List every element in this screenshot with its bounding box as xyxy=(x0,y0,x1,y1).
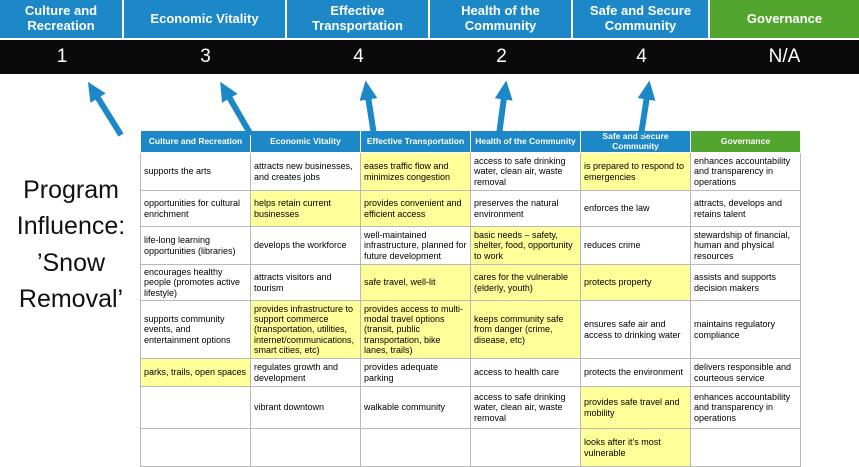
program-title-line: Influence: xyxy=(16,212,126,241)
matrix-cell: stewardship of financial, human and phys… xyxy=(690,226,801,265)
matrix-cell: access to health care xyxy=(470,358,581,388)
matrix-cell: attracts visitors and tourism xyxy=(250,263,361,302)
banner-score-culture-and-recreation: 1 xyxy=(56,46,68,67)
program-title-line: Program xyxy=(23,176,119,204)
program-title-line: ’Snow xyxy=(36,248,106,277)
arrow-icon-safe-and-secure-community xyxy=(637,80,656,136)
matrix-row-1: supports the arts attracts new businesses… xyxy=(140,152,801,191)
matrix-cell: delivers responsible and courteous servi… xyxy=(690,358,801,388)
matrix-cell xyxy=(250,428,361,467)
matrix-cell: attracts new businesses, and creates job… xyxy=(250,152,361,191)
matrix-cell: provides infrastructure to support comme… xyxy=(250,300,361,360)
matrix-cell: well-maintained infrastructure, planned … xyxy=(360,226,471,265)
influence-arrows xyxy=(87,80,656,137)
banner-score-economic-vitality: 3 xyxy=(200,46,211,67)
banner-header-row: Culture and Recreation Economic Vitality E… xyxy=(0,0,859,38)
banner-score-health-of-the-community: 2 xyxy=(496,46,507,67)
matrix-cell: vibrant downtown xyxy=(250,386,361,430)
banner-header-culture-and-recreation: Culture and Recreation xyxy=(0,0,124,38)
matrix-cell: cares for the vulnerable (elderly, youth… xyxy=(470,263,581,302)
matrix-cell: provides adequate parking xyxy=(360,358,471,388)
matrix-cell: life-long learning opportunities (librar… xyxy=(140,226,251,265)
matrix-cell: safe travel, well-lit xyxy=(360,263,471,302)
matrix-cell: looks after it's most vulnerable xyxy=(580,428,691,467)
matrix-cell: basic needs – safety, shelter, food, opp… xyxy=(470,226,581,265)
matrix-header-safe-and-secure-community: Safe and Secure Community xyxy=(580,130,691,153)
banner-header-effective-transportation: Effective Transportation xyxy=(287,0,430,38)
matrix-row-4: encourages healthy people (promotes acti… xyxy=(140,263,801,302)
matrix-cell: preserves the natural environment xyxy=(470,190,581,227)
banner-header-health-of-the-community: Health of the Community xyxy=(430,0,573,38)
matrix-row-8: looks after it's most vulnerable xyxy=(140,428,801,467)
matrix-cell xyxy=(140,386,251,430)
matrix-cell: regulates growth and development xyxy=(250,358,361,388)
banner-header-safe-and-secure-community: Safe and Secure Community xyxy=(573,0,710,38)
matrix-cell xyxy=(690,428,801,467)
matrix-cell: ensures safe air and access to drinking … xyxy=(580,300,691,360)
matrix-cell: encourages healthy people (promotes acti… xyxy=(140,263,251,302)
matrix-cell xyxy=(360,428,471,467)
matrix-cell: enforces the law xyxy=(580,190,691,227)
matrix-row-7: vibrant downtown walkable community access… xyxy=(140,386,801,430)
matrix-row-3: life-long learning opportunities (librar… xyxy=(140,226,801,265)
matrix-header-culture-and-recreation: Culture and Recreation xyxy=(140,130,251,153)
matrix-cell: attracts, develops and retains talent xyxy=(690,190,801,227)
influence-matrix: Culture and Recreation Economic Vitality E… xyxy=(140,130,801,467)
matrix-cell: supports the arts xyxy=(140,152,251,191)
banner-score-row: 1 3 4 2 4 N/A xyxy=(0,40,859,74)
matrix-cell: helps retain current businesses xyxy=(250,190,361,227)
matrix-cell: is prepared to respond to emergencies xyxy=(580,152,691,191)
matrix-header-economic-vitality: Economic Vitality xyxy=(250,130,361,153)
matrix-row-5: supports community events, and entertain… xyxy=(140,300,801,360)
banner-score-governance: N/A xyxy=(768,46,801,67)
matrix-cell: walkable community xyxy=(360,386,471,430)
matrix-header-row: Culture and Recreation Economic Vitality E… xyxy=(140,130,801,153)
banner-score-effective-transportation: 4 xyxy=(353,46,364,67)
matrix-header-health-of-the-community: Health of the Community xyxy=(470,130,581,153)
banner-header-economic-vitality: Economic Vitality xyxy=(124,0,287,38)
scorecard-banner: Culture and Recreation Economic Vitality E… xyxy=(0,0,859,74)
program-title: Program Influence: ’Snow Removal’ xyxy=(0,172,142,317)
matrix-header-governance: Governance xyxy=(690,130,801,153)
banner-header-governance: Governance xyxy=(710,0,859,38)
matrix-cell xyxy=(140,428,251,467)
matrix-cell: opportunities for cultural enrichment xyxy=(140,190,251,227)
matrix-cell: enhances accountability and transparency… xyxy=(690,152,801,191)
matrix-cell: access to safe drinking water, clean air… xyxy=(470,386,581,430)
matrix-cell: reduces crime xyxy=(580,226,691,265)
matrix-cell: maintains regulatory compliance xyxy=(690,300,801,360)
matrix-cell: protects property xyxy=(580,263,691,302)
matrix-row-2: opportunities for cultural enrichment hel… xyxy=(140,190,801,227)
arrow-icon-health-of-the-community xyxy=(494,80,513,136)
matrix-cell: assists and supports decision makers xyxy=(690,263,801,302)
matrix-cell: provides access to multi-modal travel op… xyxy=(360,300,471,360)
matrix-cell: access to safe drinking water, clean air… xyxy=(470,152,581,191)
matrix-cell: supports community events, and entertain… xyxy=(140,300,251,360)
matrix-cell: eases traffic flow and minimizes congest… xyxy=(360,152,471,191)
matrix-cell xyxy=(470,428,581,467)
matrix-row-6: parks, trails, open spaces regulates grow… xyxy=(140,358,801,388)
matrix-cell: keeps community safe from danger (crime,… xyxy=(470,300,581,360)
program-title-line: Removal’ xyxy=(18,284,124,313)
matrix-header-effective-transportation: Effective Transportation xyxy=(360,130,471,153)
arrow-icon-economic-vitality xyxy=(220,81,254,137)
arrow-icon-effective-transportation xyxy=(359,80,378,136)
matrix-cell: provides convenient and efficient access xyxy=(360,190,471,227)
matrix-cell: provides safe travel and mobility xyxy=(580,386,691,430)
matrix-cell: develops the workforce xyxy=(250,226,361,265)
matrix-cell: parks, trails, open spaces xyxy=(140,358,251,388)
matrix-cell: enhances accountability and transparency… xyxy=(690,386,801,430)
matrix-cell: protects the environment xyxy=(580,358,691,388)
banner-score-safe-and-secure-community: 4 xyxy=(636,46,647,67)
arrow-icon-culture-and-recreation xyxy=(87,81,124,137)
